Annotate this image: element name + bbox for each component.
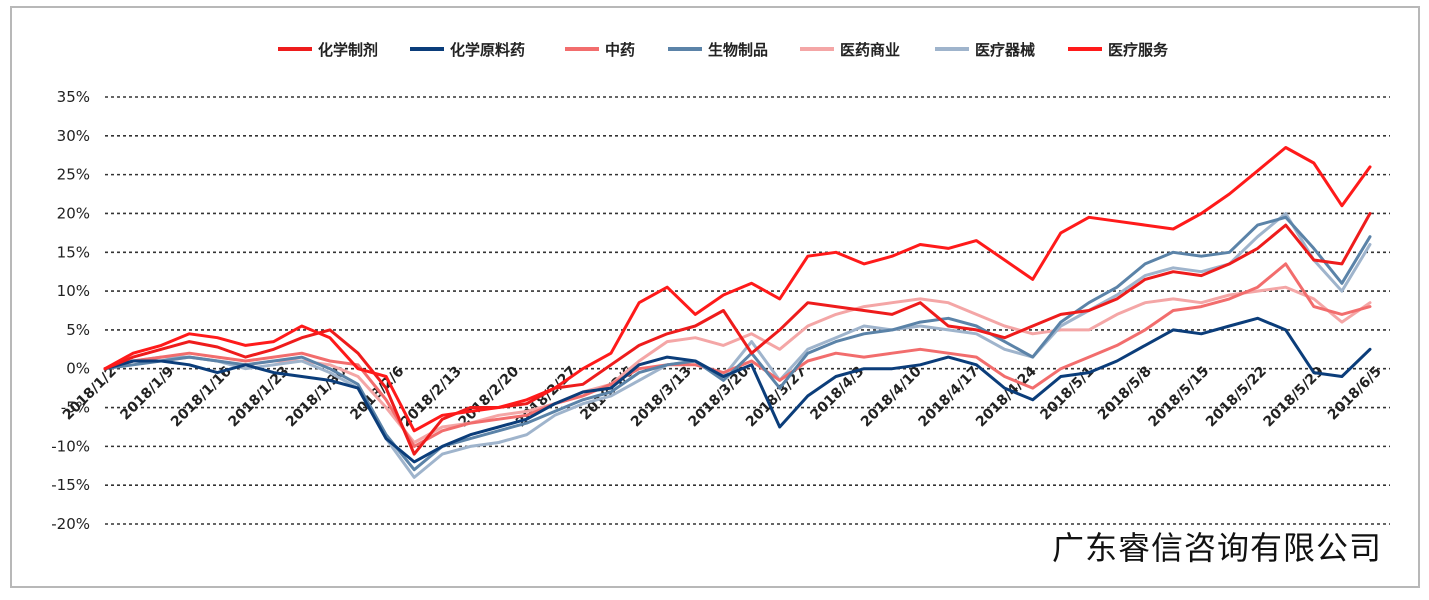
x-tick-label: 2018/5/22 [1203, 364, 1270, 431]
y-tick-label: -15% [51, 476, 90, 494]
y-tick-label: 0% [66, 360, 90, 378]
chart-frame [10, 6, 1420, 588]
x-tick-label: 2018/4/10 [858, 363, 925, 430]
watermark-text: 广东睿信咨询有限公司 [1051, 529, 1382, 567]
y-tick-label: 25% [57, 166, 90, 184]
x-tick-label: 2018/5/15 [1146, 364, 1213, 431]
y-tick-label: 20% [57, 204, 90, 222]
legend-label: 医疗服务 [1108, 41, 1169, 59]
y-tick-label: 15% [57, 243, 90, 261]
y-tick-label: -5% [61, 399, 90, 417]
y-axis: 35% 30% 25% 20% 15% 10% 5% 0% -5% -10% -15% -20% [51, 88, 90, 533]
x-tick-label: 2018/4/24 [973, 363, 1040, 430]
x-tick-label: 2018/1/16 [168, 364, 235, 431]
series-line-4 [103, 215, 1372, 472]
y-tick-label: 5% [66, 321, 90, 339]
y-tick-label: -10% [51, 437, 90, 455]
legend-label: 生物制品 [708, 41, 768, 59]
legend-label: 医药商业 [840, 41, 900, 59]
x-tick-label: 2018/6/5 [1325, 364, 1385, 424]
legend-label: 化学制剂 [318, 41, 378, 59]
x-tick-label: 2018/5/8 [1095, 364, 1155, 424]
series-line-2 [103, 316, 1372, 464]
y-tick-label: 35% [57, 88, 90, 106]
series-line-1 [103, 212, 1372, 456]
legend-label: 医疗器械 [975, 41, 1035, 59]
series-line-6 [103, 212, 1372, 479]
y-tick-label: 30% [57, 127, 90, 145]
x-tick-label: 2018/1/9 [117, 364, 177, 424]
legend-label: 中药 [605, 41, 635, 59]
y-tick-label: -20% [51, 515, 90, 533]
legend: 化学制剂 化学原料药 中药 生物制品 医药商业 医疗器械 医疗服务 [278, 41, 1169, 59]
legend-label: 化学原料药 [450, 41, 525, 59]
series-line-7 [103, 146, 1372, 433]
x-tick-label: 2018/4/3 [807, 364, 867, 424]
x-tick-label: 2018/4/17 [916, 364, 983, 431]
plot-area [103, 146, 1372, 479]
y-tick-label: 10% [57, 282, 90, 300]
grid-lines [105, 96, 1390, 525]
